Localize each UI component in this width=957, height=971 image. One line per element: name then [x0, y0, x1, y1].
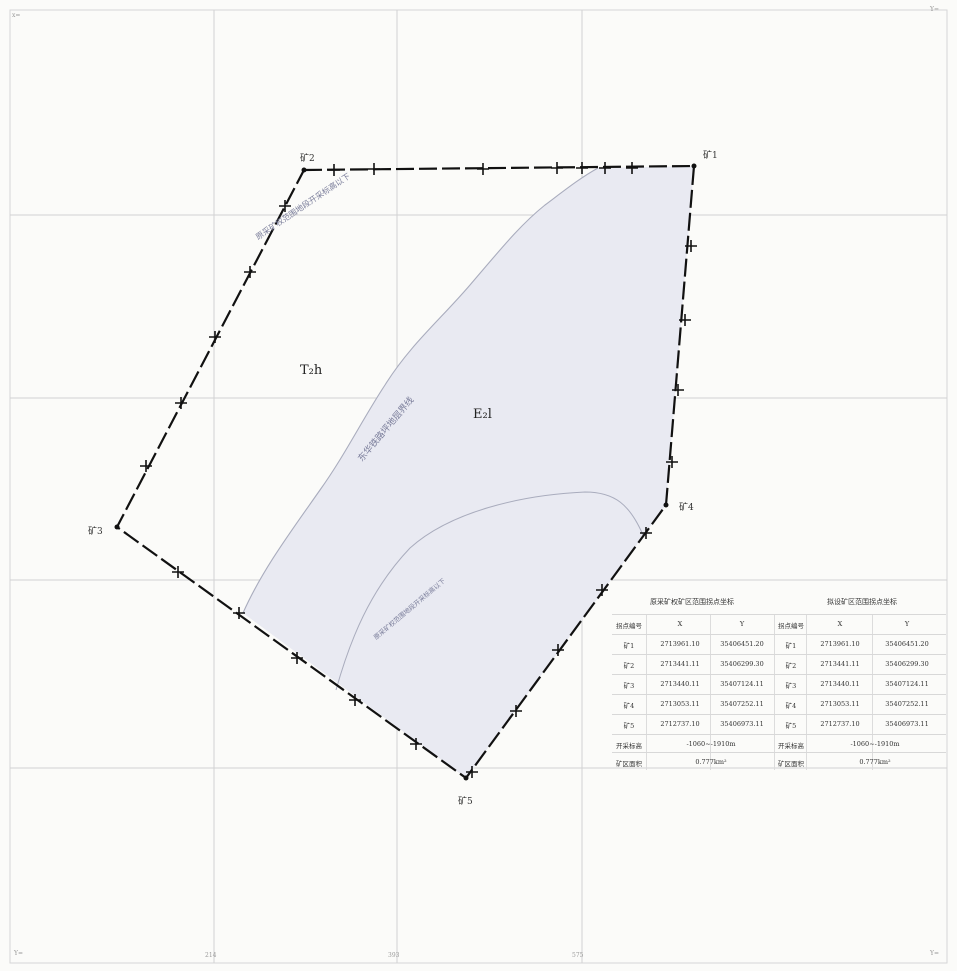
table-cell: 35407252.11 [885, 700, 929, 708]
corner-coord-top-right: Y= [930, 6, 939, 13]
table-cell: 35407252.11 [720, 700, 764, 708]
table-divider [872, 614, 873, 770]
table-cell: 2712737.10 [660, 720, 700, 728]
point-label-3: 矿3 [88, 527, 103, 537]
table-cell: 2713053.11 [660, 700, 700, 708]
table-cell: 2713961.10 [660, 640, 700, 648]
corner-nodes [114, 163, 697, 781]
table-cell: 矿4 [623, 702, 635, 710]
table-divider [646, 614, 647, 770]
upper-line-label: 原采矿权范围地段开采标高以下 [254, 171, 352, 242]
header-cell: 拐点编号 [616, 622, 642, 630]
table-cell: 35406451.20 [885, 640, 929, 648]
map-frame [9, 9, 948, 964]
table-cell: 35406299.30 [885, 660, 929, 668]
corner-coord-bottom-right: Y= [930, 950, 939, 957]
table-cell: 2713053.11 [820, 700, 860, 708]
table-row: 矿2 2713441.11 35406299.30 矿2 2713441.11 … [612, 654, 946, 675]
elevation-label-left: 开采标高 [616, 742, 642, 750]
unit-label-e2l: E₂l [473, 407, 492, 422]
table-row: 矿5 2712737.10 35406973.11 矿5 2712737.10 … [612, 714, 946, 735]
header-cell: Y [739, 620, 745, 628]
elevation-value-right: -1060~-1910m [850, 740, 900, 748]
table-cell: 2713441.11 [820, 660, 860, 668]
header-cell: 拐点编号 [778, 622, 804, 630]
table-cell: 矿2 [623, 662, 635, 670]
table-cell: 2713440.11 [820, 680, 860, 688]
table-cell: 35407124.11 [720, 680, 764, 688]
area-value-right: 0.777km² [859, 758, 891, 766]
point-label-1: 矿1 [703, 151, 718, 161]
table-cell: 矿3 [623, 682, 635, 690]
table-cell: 矿2 [785, 662, 797, 670]
edge-tick-label: 214 [205, 952, 217, 959]
table-divider [806, 614, 807, 770]
unit-label-t2h: T₂h [300, 363, 323, 378]
elevation-limit-line [335, 491, 644, 691]
area-label-right: 矿区面积 [778, 760, 804, 768]
elevation-row: 开采标高 -1060~-1910m 开采标高 -1060~-1910m [612, 734, 946, 755]
elevation-label-right: 开采标高 [778, 742, 804, 750]
boundary-tick-marks [140, 162, 697, 778]
table-cell: 矿1 [785, 642, 797, 650]
table-row: 矿1 2713961.10 35406451.20 矿1 2713961.10 … [612, 634, 946, 655]
table-caption-left: 原采矿权矿区范围拐点坐标 [650, 598, 734, 606]
table-cell: 35407124.11 [885, 680, 929, 688]
table-cell: 矿3 [785, 682, 797, 690]
table-cell: 矿1 [623, 642, 635, 650]
table-cell: 35406973.11 [885, 720, 929, 728]
table-divider [774, 614, 775, 770]
table-caption-right: 拟设矿区范围拐点坐标 [827, 598, 897, 606]
mining-area-boundary [115, 164, 696, 780]
table-divider [710, 614, 711, 770]
table-cell: 矿4 [785, 702, 797, 710]
header-cell: X [837, 620, 843, 628]
table-cell: 2713441.11 [660, 660, 700, 668]
table-cell: 2712737.10 [820, 720, 860, 728]
corner-coord-bottom-left: Y= [14, 950, 23, 957]
table-cell: 矿5 [623, 722, 635, 730]
table-cell: 35406973.11 [720, 720, 764, 728]
point-label-2: 矿2 [300, 154, 315, 164]
elevation-value-left: -1060~-1910m [686, 740, 736, 748]
area-value-left: 0.777km² [695, 758, 727, 766]
area-label-left: 矿区面积 [616, 760, 642, 768]
area-row: 矿区面积 0.777km² 矿区面积 0.777km² [612, 752, 946, 773]
table-row: 矿3 2713440.11 35407124.11 矿3 2713440.11 … [612, 674, 946, 695]
table-cell: 35406299.30 [720, 660, 764, 668]
table-cell: 2713440.11 [660, 680, 700, 688]
table-cell: 35406451.20 [720, 640, 764, 648]
corner-coord-top-left: x= [12, 12, 21, 19]
table-cell: 2713961.10 [820, 640, 860, 648]
table-cell: 矿5 [785, 722, 797, 730]
header-cell: X [677, 620, 683, 628]
stratigraphic-contact-line [242, 167, 599, 614]
point-label-4: 矿4 [679, 503, 694, 513]
table-row: 矿4 2713053.11 35407252.11 矿4 2713053.11 … [612, 694, 946, 715]
table-header-row: 拐点编号 X Y 拐点编号 X Y [612, 614, 946, 635]
header-cell: Y [904, 620, 910, 628]
coordinate-table: 原采矿权矿区范围拐点坐标 拟设矿区范围拐点坐标 拐点编号 X Y 拐点编号 X … [612, 594, 946, 770]
edge-tick-label: 575 [572, 952, 584, 959]
point-label-5: 矿5 [458, 797, 473, 807]
edge-tick-label: 393 [388, 952, 400, 959]
e2l-shaded-area [243, 166, 694, 778]
